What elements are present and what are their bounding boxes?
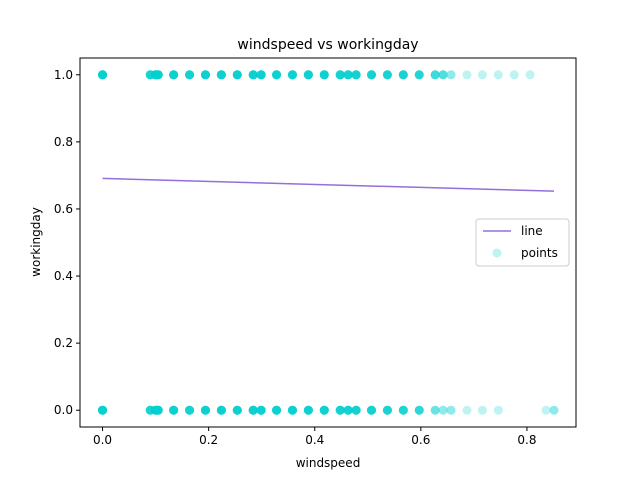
- scatter-point: [352, 70, 361, 79]
- scatter-point: [462, 406, 471, 415]
- scatter-point: [344, 406, 353, 415]
- y-tick-label: 1.0: [54, 68, 73, 82]
- scatter-point: [288, 406, 297, 415]
- scatter-point: [399, 70, 408, 79]
- scatter-point: [201, 70, 210, 79]
- scatter-point: [367, 70, 376, 79]
- y-tick-label: 0.2: [54, 336, 73, 350]
- scatter-point: [304, 70, 313, 79]
- scatter-point: [154, 406, 163, 415]
- scatter-point: [415, 70, 424, 79]
- scatter-point: [383, 70, 392, 79]
- scatter-point: [272, 70, 281, 79]
- scatter-point: [217, 70, 226, 79]
- legend: line points: [476, 219, 569, 266]
- scatter-point: [367, 406, 376, 415]
- scatter-point: [98, 70, 107, 79]
- scatter-point: [344, 70, 353, 79]
- x-tick-label: 0.0: [93, 433, 112, 447]
- scatter-point: [169, 70, 178, 79]
- scatter-point: [257, 406, 266, 415]
- scatter-point: [510, 70, 519, 79]
- y-axis-label: workingday: [29, 207, 43, 277]
- x-tick-label: 0.2: [199, 433, 218, 447]
- scatter-point: [304, 406, 313, 415]
- scatter-point: [399, 406, 408, 415]
- scatter-point: [478, 70, 487, 79]
- scatter-point: [415, 406, 424, 415]
- scatter-point: [447, 406, 456, 415]
- scatter-point: [439, 406, 448, 415]
- legend-point-swatch: [493, 249, 502, 258]
- scatter-point: [336, 406, 345, 415]
- scatter-point: [185, 70, 194, 79]
- scatter-point: [526, 70, 535, 79]
- scatter-point: [447, 70, 456, 79]
- x-axis-label: windspeed: [296, 456, 361, 470]
- legend-label-points: points: [521, 246, 558, 260]
- scatter-point: [169, 406, 178, 415]
- scatter-point: [383, 406, 392, 415]
- scatter-point: [257, 70, 266, 79]
- x-tick-label: 0.4: [305, 433, 324, 447]
- scatter-point: [98, 406, 107, 415]
- scatter-point: [272, 406, 281, 415]
- x-tick-label: 0.6: [411, 433, 430, 447]
- y-tick-label: 0.6: [54, 202, 73, 216]
- scatter-point: [439, 70, 448, 79]
- scatter-point: [288, 70, 297, 79]
- scatter-point: [431, 406, 440, 415]
- scatter-point: [185, 406, 194, 415]
- scatter-point: [233, 406, 242, 415]
- scatter-point: [201, 406, 210, 415]
- scatter-point: [249, 70, 258, 79]
- y-tick-label: 0.8: [54, 135, 73, 149]
- legend-label-line: line: [521, 224, 543, 238]
- scatter-point: [462, 70, 471, 79]
- scatter-point: [217, 406, 226, 415]
- chart-title: windspeed vs workingday: [237, 37, 418, 53]
- scatter-point: [336, 70, 345, 79]
- scatter-point: [478, 406, 487, 415]
- scatter-point: [249, 406, 258, 415]
- scatter-point: [233, 70, 242, 79]
- scatter-point: [431, 70, 440, 79]
- y-tick-label: 0.0: [54, 403, 73, 417]
- scatter-point: [320, 406, 329, 415]
- scatter-point: [494, 70, 503, 79]
- x-tick-label: 0.8: [517, 433, 536, 447]
- scatter-point: [494, 406, 503, 415]
- scatter-point: [154, 70, 163, 79]
- y-tick-label: 0.4: [54, 269, 73, 283]
- scatter-point: [352, 406, 361, 415]
- scatter-point: [549, 406, 558, 415]
- scatter-point: [542, 406, 551, 415]
- scatter-point: [320, 70, 329, 79]
